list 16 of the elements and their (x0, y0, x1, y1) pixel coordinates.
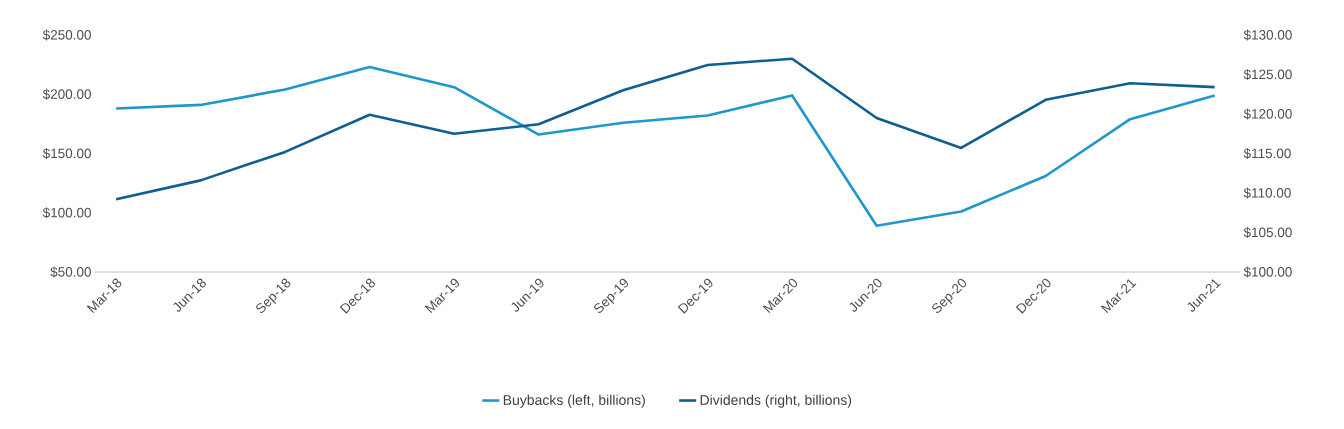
y-tick-label: $250.00 (42, 29, 91, 41)
y2-tick-label: $120.00 (1243, 108, 1292, 120)
y-tick-label: $100.00 (42, 207, 91, 219)
y-tick-label: $50.00 (50, 266, 91, 278)
y2-tick-label: $130.00 (1243, 29, 1292, 41)
y2-tick-label: $100.00 (1243, 266, 1292, 278)
line-series (114, 65, 1216, 228)
y2-tick-label: $105.00 (1243, 227, 1292, 238)
legend-label: Buybacks (left, billions) (503, 394, 645, 408)
y-tick-label: $150.00 (42, 148, 91, 159)
y2-tick-label: $125.00 (1243, 69, 1292, 80)
y2-tick-label: $115.00 (1243, 148, 1291, 159)
y-tick-label: $200.00 (42, 88, 91, 100)
line-series (114, 57, 1216, 201)
legend-label: Dividends (right, billions) (700, 394, 852, 408)
y2-tick-label: $110.00 (1243, 187, 1291, 199)
